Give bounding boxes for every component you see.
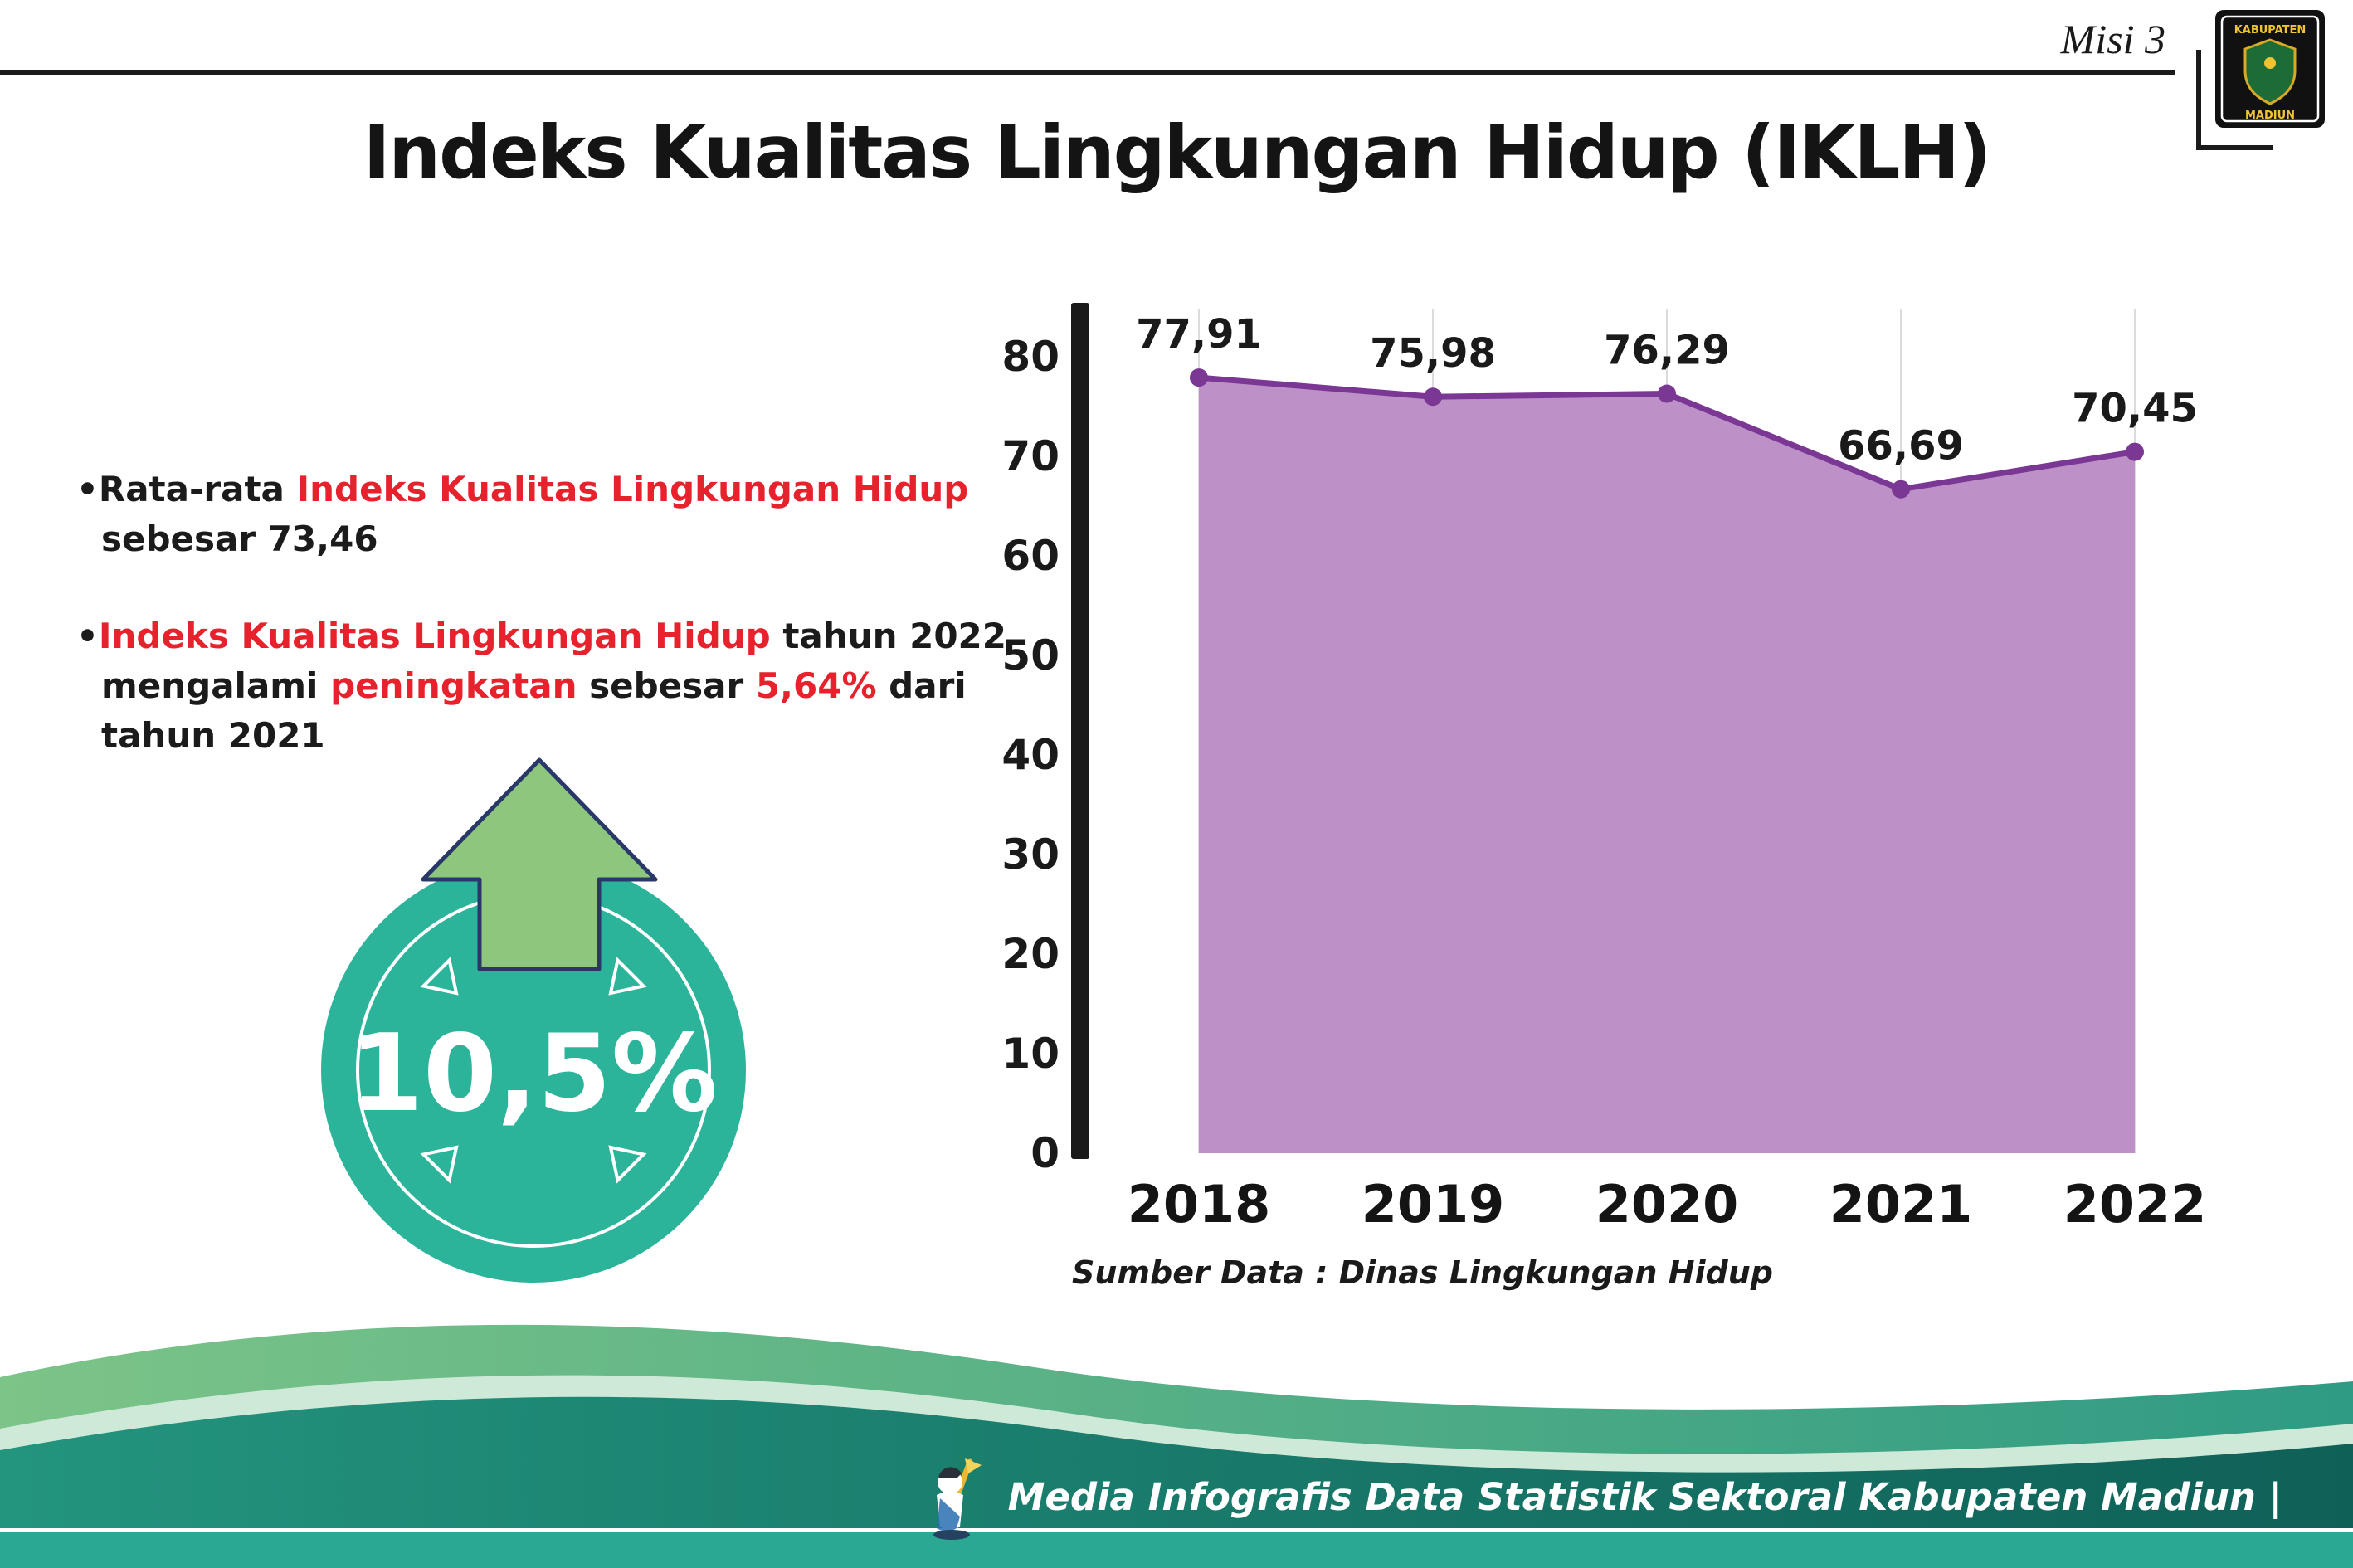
data-point <box>1892 480 1910 499</box>
point-label: 76,29 <box>1604 328 1730 374</box>
insight-bullet-increase: •Indeks Kualitas Lingkungan Hidup tahun … <box>76 611 1047 760</box>
badge-triangle-icon <box>420 1145 459 1184</box>
data-point <box>1190 368 1208 387</box>
data-point <box>2126 442 2144 461</box>
area-fill <box>1199 377 2135 1153</box>
y-tick-label: 0 <box>1030 1129 1060 1177</box>
bullet-marker: • <box>76 616 99 657</box>
insight-text: sebesar <box>577 665 756 706</box>
x-axis-label: 2022 <box>2063 1174 2207 1234</box>
insight-bullet-average: •Rata-rata Indeks Kualitas Lingkungan Hi… <box>76 465 1047 563</box>
footer-wave-front <box>0 1396 2353 1568</box>
insight-text: dari tahun 2021 <box>101 665 967 756</box>
point-label: 75,98 <box>1370 330 1496 377</box>
badge-circle <box>321 858 746 1283</box>
x-axis-label: 2020 <box>1595 1174 1739 1234</box>
bullet-marker: • <box>76 469 99 509</box>
y-tick-label: 10 <box>1001 1030 1060 1078</box>
insight-list: •Rata-rata Indeks Kualitas Lingkungan Hi… <box>76 465 1047 808</box>
y-tick-label: 40 <box>1001 731 1060 779</box>
insight-text-highlight: peningkatan <box>330 665 577 706</box>
point-label: 66,69 <box>1838 423 1964 470</box>
chart-source-note: Sumber Data : Dinas Lingkungan Hidup <box>1072 1254 1773 1291</box>
logo-inner-border <box>2220 15 2320 123</box>
footer-bottom-strip <box>0 1532 2353 1568</box>
chart-area-series <box>1190 368 2144 1153</box>
insight-text-highlight: 5,64% <box>755 665 877 706</box>
footer-brand: Media Infografis Data Statistik Sektoral… <box>915 1454 2282 1540</box>
chart-y-axis-labels: 0 10 20 30 40 50 60 70 80 <box>1001 333 1060 1177</box>
point-label: 70,45 <box>2072 386 2198 432</box>
insight-text: Rata-rata <box>98 469 297 509</box>
insight-text-highlight: Indeks Kualitas Lingkungan Hidup <box>296 469 969 509</box>
footer-waves <box>0 1324 2353 1568</box>
y-tick-label: 80 <box>1001 333 1060 381</box>
data-point <box>1658 384 1676 403</box>
page-title: Indeks Kualitas Lingkungan Hidup (IKLH) <box>363 110 1992 195</box>
kabupaten-madiun-logo: KABUPATEN MADIUN <box>2196 10 2325 150</box>
x-axis-label: 2021 <box>1829 1174 1973 1234</box>
x-axis-label: 2019 <box>1362 1174 1505 1234</box>
y-tick-label: 60 <box>1001 532 1060 580</box>
y-tick-label: 20 <box>1001 930 1060 978</box>
chart-x-axis-labels: 2018 2019 2020 2021 2022 <box>1128 1174 2207 1234</box>
logo-star-icon <box>2264 57 2276 69</box>
increase-badge: 10,5% <box>321 757 746 1283</box>
insight-text-highlight: Indeks Kualitas Lingkungan Hidup <box>98 616 771 657</box>
footer-divider-line <box>0 1528 2353 1532</box>
y-tick-label: 50 <box>1001 631 1060 679</box>
mascot-icon <box>933 1458 982 1540</box>
up-arrow-icon <box>421 757 658 971</box>
y-tick-label: 30 <box>1001 830 1060 879</box>
data-point <box>1424 387 1442 407</box>
logo-text-kabupaten: KABUPATEN <box>2234 24 2307 37</box>
y-tick-label: 70 <box>1001 432 1060 480</box>
iklh-area-chart: 0 10 20 30 40 50 60 70 80 2018 2019 2020 2021 2022 7… <box>1001 303 2207 1234</box>
insight-text: sebesar 73,46 <box>101 518 378 559</box>
logo-text-madiun: MADIUN <box>2245 110 2295 122</box>
badge-triangle-icon <box>420 957 459 996</box>
badge-triangle-icon <box>608 957 647 996</box>
badge-value: 10,5% <box>349 1012 718 1136</box>
chart-y-axis-bar <box>1071 303 1089 1159</box>
chart-value-labels: 77,91 75,98 76,29 66,69 70,45 <box>1136 311 2198 470</box>
footer-caption: Media Infografis Data Statistik Sektoral… <box>1007 1474 2282 1519</box>
x-axis-label: 2018 <box>1128 1174 1271 1234</box>
header-divider <box>0 70 2175 75</box>
badge-triangle-icon <box>608 1145 647 1184</box>
misi-label: Misi 3 <box>2060 16 2165 62</box>
logo-corner-bracket <box>2196 50 2273 150</box>
logo-shield-icon <box>2243 38 2297 105</box>
insight-text: tahun 2022 mengalami <box>101 616 1006 706</box>
point-label: 77,91 <box>1136 311 1262 358</box>
